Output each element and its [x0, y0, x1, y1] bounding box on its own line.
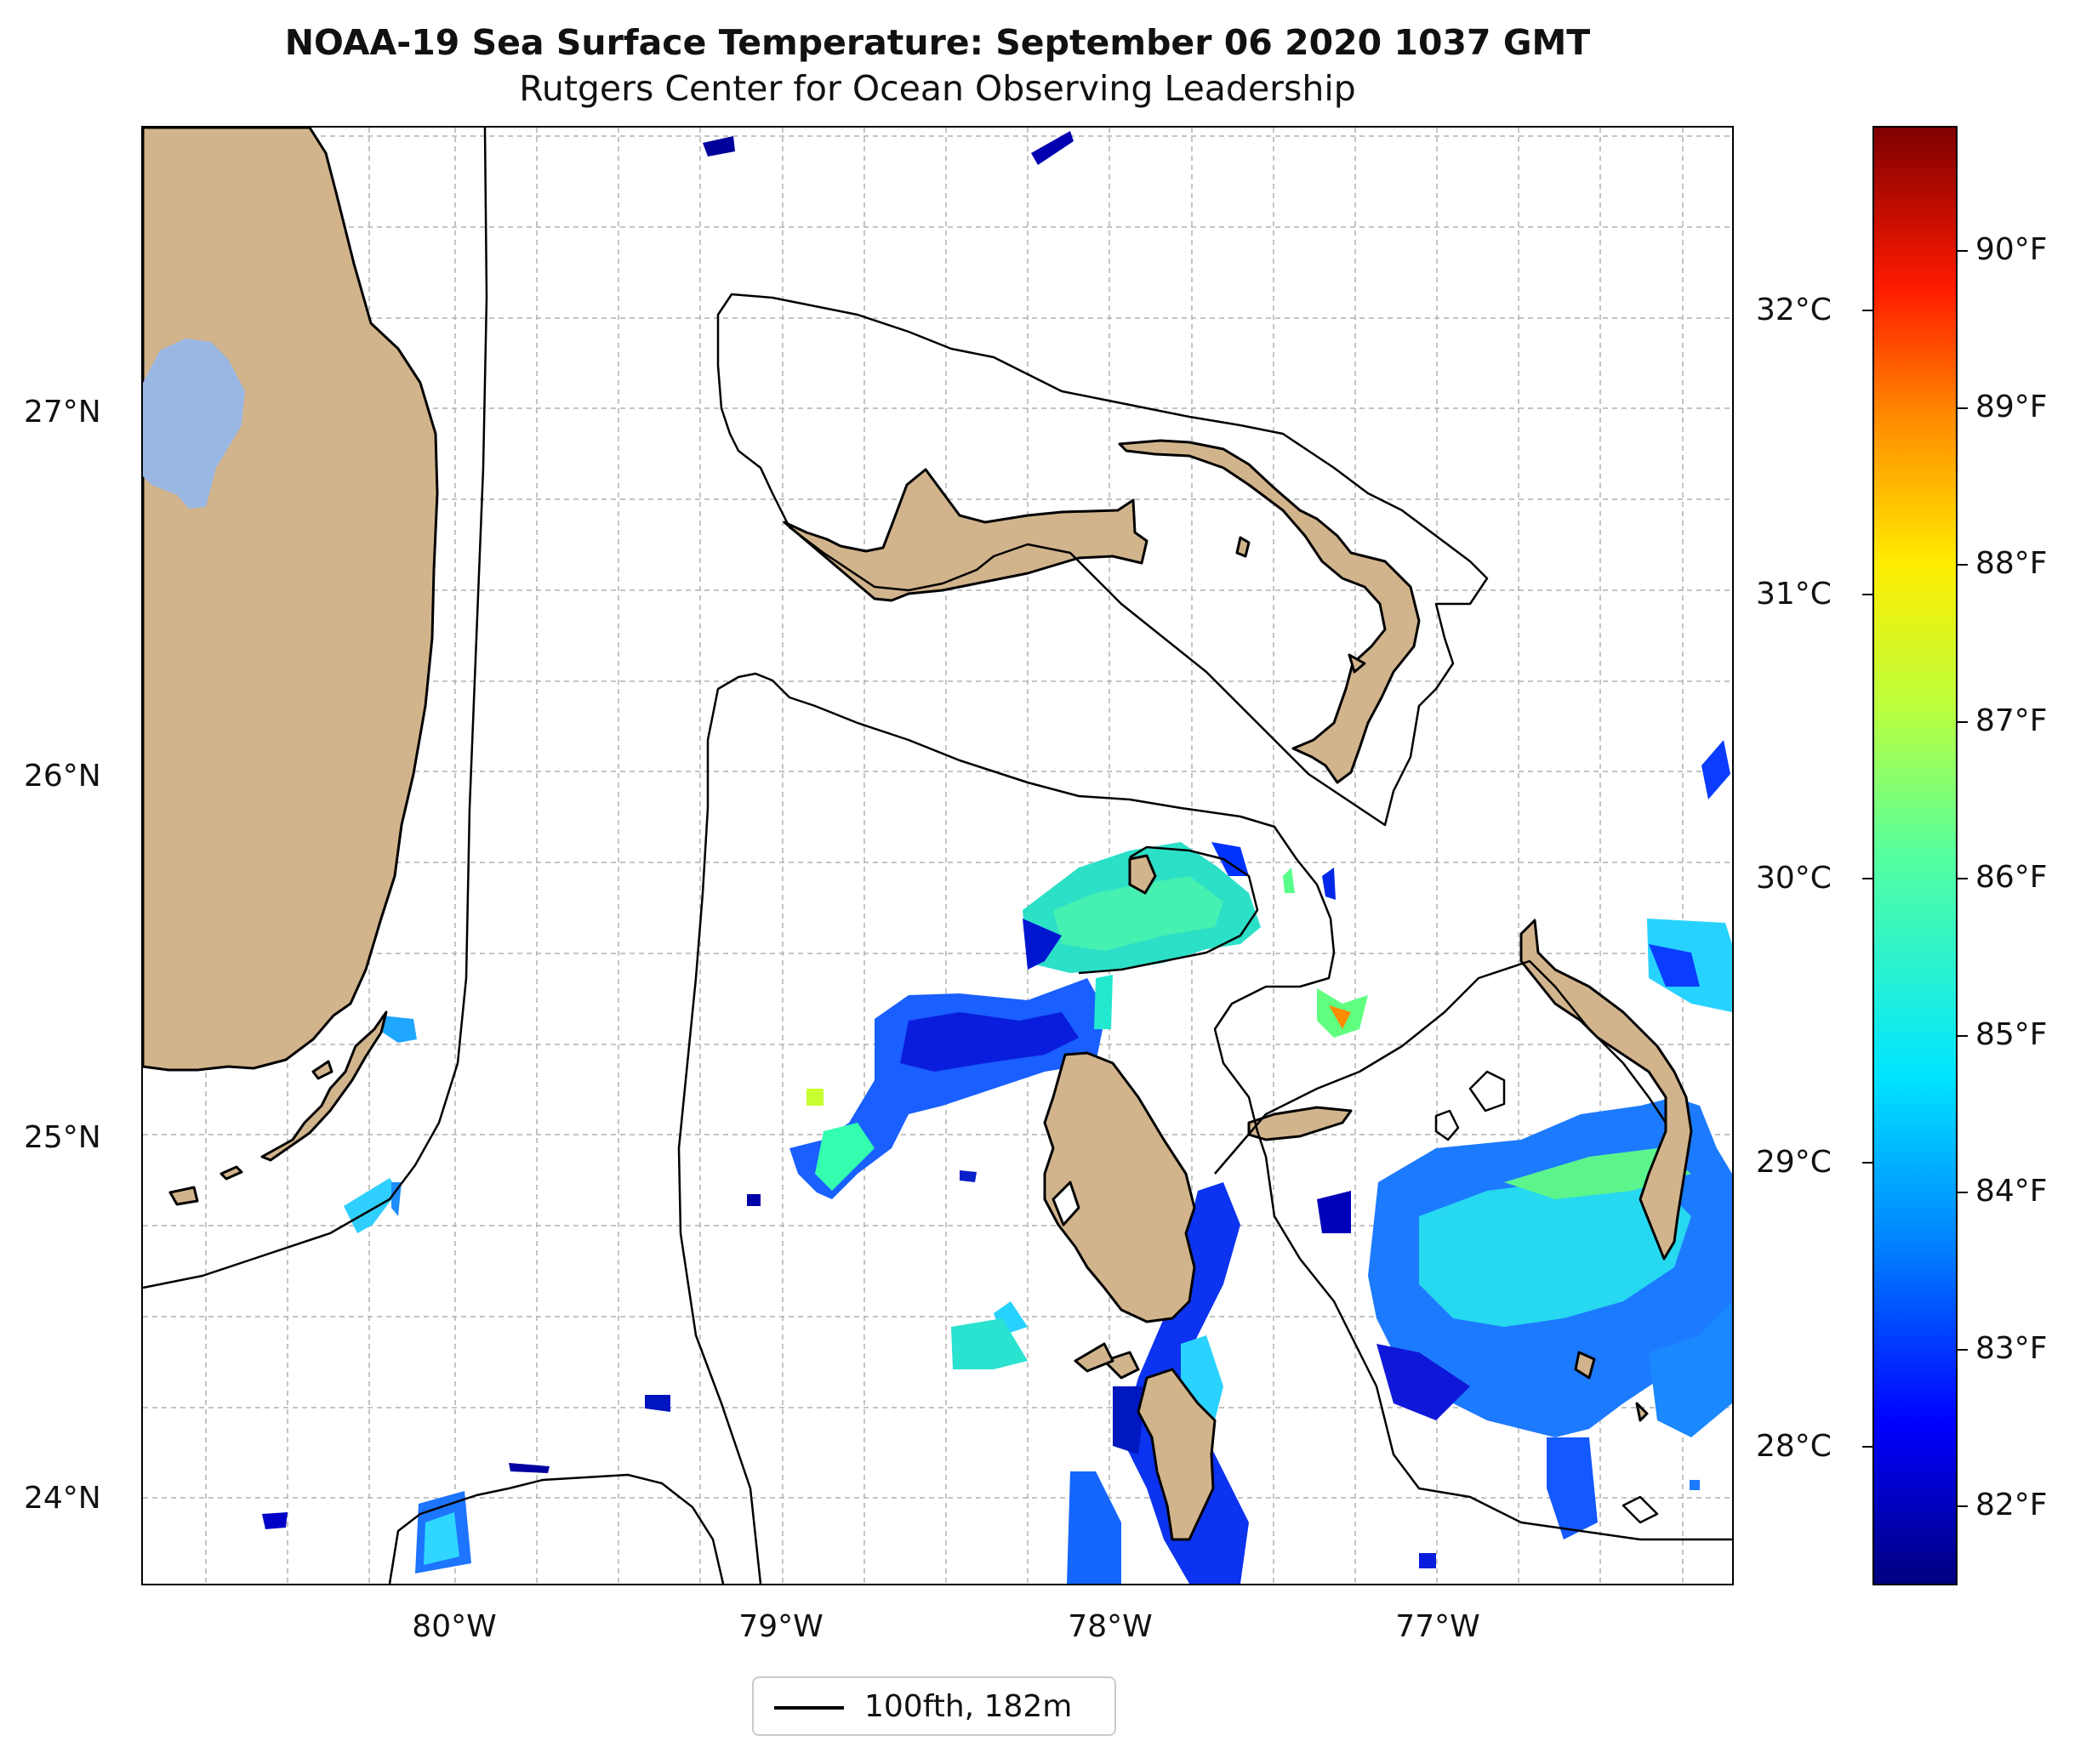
- legend-label: 100fth, 182m: [864, 1689, 1073, 1724]
- depth-contour-100fth: [143, 128, 1732, 1584]
- cb-label-f: 85°F: [1975, 1017, 2048, 1052]
- cb-label-f: 88°F: [1975, 546, 2048, 581]
- map-subtitle: Rutgers Center for Ocean Observing Leade…: [519, 68, 1356, 109]
- cb-label-c: 30°C: [1756, 861, 1832, 896]
- lon-label-79: 79°W: [738, 1609, 824, 1644]
- cb-label-c: 28°C: [1756, 1429, 1832, 1464]
- sst-data-patches: [262, 131, 1732, 1584]
- temperature-colorbar: [1872, 126, 1958, 1585]
- lat-label-27: 27°N: [24, 395, 101, 430]
- cb-tick-c: [1862, 594, 1872, 595]
- lon-label-78: 78°W: [1068, 1609, 1153, 1644]
- legend-line-swatch: [774, 1706, 844, 1710]
- map-legend: 100fth, 182m: [752, 1676, 1116, 1736]
- cb-tick-c: [1862, 878, 1872, 879]
- map-panel: [141, 126, 1734, 1585]
- cb-tick-f: [1958, 250, 1968, 252]
- cb-tick-c: [1862, 310, 1872, 311]
- cb-label-c: 31°C: [1756, 577, 1832, 612]
- cb-label-f: 84°F: [1975, 1174, 2048, 1209]
- lon-label-80: 80°W: [412, 1609, 497, 1644]
- cb-tick-f: [1958, 564, 1968, 566]
- cb-label-f: 82°F: [1975, 1488, 2048, 1522]
- cb-tick-f: [1958, 1349, 1968, 1351]
- map-title: NOAA-19 Sea Surface Temperature: Septemb…: [284, 22, 1591, 63]
- lat-label-26: 26°N: [24, 759, 101, 794]
- cb-tick-f: [1958, 721, 1968, 723]
- cb-label-f: 87°F: [1975, 703, 2048, 738]
- cb-tick-f: [1958, 1035, 1968, 1037]
- cb-label-c: 29°C: [1756, 1145, 1832, 1180]
- cb-tick-c: [1862, 1162, 1872, 1164]
- cb-label-f: 83°F: [1975, 1331, 2048, 1366]
- cb-label-c: 32°C: [1756, 293, 1832, 327]
- lat-label-24: 24°N: [24, 1481, 101, 1516]
- lat-label-25: 25°N: [24, 1120, 101, 1155]
- cb-label-f: 89°F: [1975, 390, 2048, 424]
- cb-tick-f: [1958, 1192, 1968, 1193]
- cb-tick-f: [1958, 407, 1968, 409]
- cb-tick-c: [1862, 1446, 1872, 1448]
- cb-label-f: 90°F: [1975, 232, 2048, 267]
- cb-tick-f: [1958, 1505, 1968, 1507]
- lake-okeechobee: [143, 339, 245, 509]
- cb-tick-f: [1958, 878, 1968, 879]
- cb-label-f: 86°F: [1975, 860, 2048, 895]
- map-canvas: [143, 128, 1732, 1584]
- lon-label-77: 77°W: [1395, 1609, 1480, 1644]
